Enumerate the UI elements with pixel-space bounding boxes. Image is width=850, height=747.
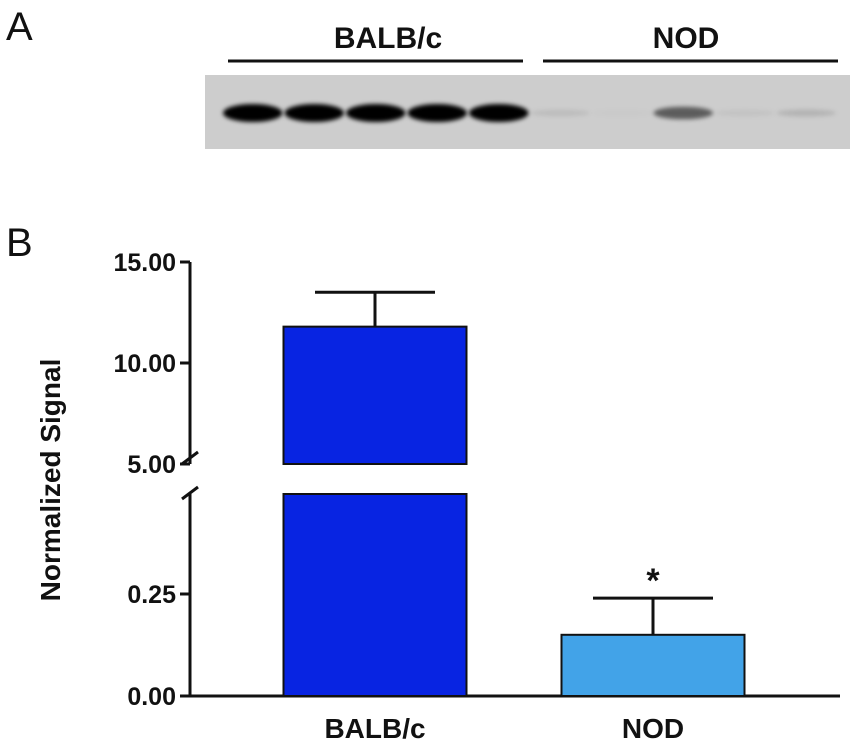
y-tick-label: 15.00 — [113, 249, 176, 277]
blot-band — [346, 104, 406, 122]
y-tick-label: 10.00 — [113, 350, 176, 378]
blot-group-label-nod: NOD — [653, 22, 720, 55]
blot-band — [284, 104, 344, 122]
panel-a-letter: A — [6, 5, 33, 49]
bar-0-lower — [282, 493, 468, 697]
bar-0-upper — [282, 325, 468, 466]
x-tick-label-balbc: BALB/c — [324, 713, 425, 744]
y-tick-label: 5.00 — [127, 451, 176, 479]
blot-group-label-balbc: BALB/c — [334, 22, 442, 55]
y-axis-title: Normalized Signal — [35, 359, 66, 602]
significance-asterisk: * — [646, 562, 660, 600]
blot-band — [469, 104, 529, 122]
blot-band — [715, 109, 775, 117]
blot-band — [776, 109, 836, 117]
axis-break-mark — [181, 485, 199, 501]
blot-band — [653, 106, 713, 120]
y-tick-label: 0.00 — [127, 683, 176, 711]
blot-band — [530, 109, 590, 117]
x-tick-label-nod: NOD — [622, 713, 684, 744]
blot-band — [407, 104, 467, 122]
blot-band — [223, 104, 283, 122]
bar-series — [282, 290, 746, 697]
y-tick-label: 0.25 — [127, 581, 176, 609]
axis-break-mark — [181, 450, 199, 466]
blot-band — [592, 110, 652, 116]
bar-1 — [560, 633, 746, 697]
western-blot-bands — [223, 104, 836, 122]
panel-b-letter: B — [6, 221, 33, 265]
